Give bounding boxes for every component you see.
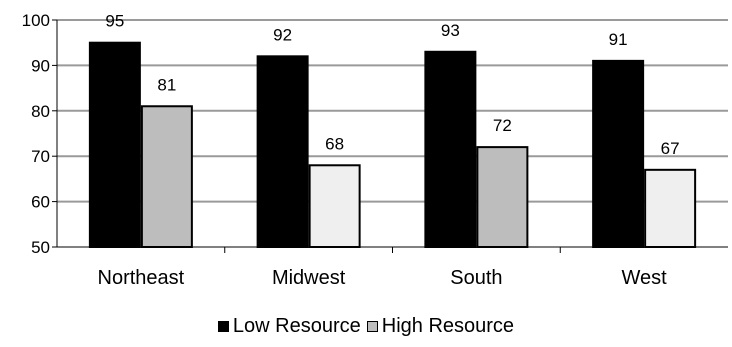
data-label-high-resource-south: 72 xyxy=(493,116,512,135)
bar-low-resource-west xyxy=(592,59,645,248)
data-label-high-resource-west: 67 xyxy=(661,139,680,158)
bar-high-resource-northeast xyxy=(140,105,193,249)
data-label-low-resource-northeast: 95 xyxy=(105,12,124,31)
legend-swatch-high-resource xyxy=(366,321,378,332)
bar-high-resource-south xyxy=(476,146,529,248)
y-tick-label-100: 100 xyxy=(22,11,50,30)
x-tick-label-west: West xyxy=(622,267,668,289)
data-label-low-resource-west: 91 xyxy=(609,30,628,49)
legend-label-high-resource: High Resource xyxy=(381,315,515,337)
legend-swatch-low-resource xyxy=(217,321,229,332)
axes xyxy=(52,19,728,253)
bar-high-resource-midwest xyxy=(308,164,361,248)
legend: Low Resource High Resource xyxy=(0,315,732,338)
y-tick-label-50: 50 xyxy=(31,238,50,257)
data-label-low-resource-midwest: 92 xyxy=(273,25,292,44)
data-label-high-resource-midwest: 68 xyxy=(325,134,344,153)
bar-high-resource-west xyxy=(644,168,697,249)
y-tick-label-90: 90 xyxy=(31,56,50,75)
labels: 50 60 70 80 90 100 95 81 Northeast 92 68 Midwest 93 7… xyxy=(22,11,680,289)
data-label-high-resource-northeast: 81 xyxy=(157,75,176,94)
bars xyxy=(88,41,697,249)
x-tick-label-midwest: Midwest xyxy=(272,267,346,289)
y-tick-label-60: 60 xyxy=(31,193,50,212)
x-tick-label-south: South xyxy=(450,267,502,289)
bar-chart: 50 60 70 80 90 100 95 81 Northeast 92 68 Midwest 93 7… xyxy=(22,11,728,289)
bar-low-resource-northeast xyxy=(88,41,141,249)
y-tick-label-80: 80 xyxy=(31,102,50,121)
x-tick-label-northeast: Northeast xyxy=(98,267,185,289)
data-label-low-resource-south: 93 xyxy=(441,21,460,40)
legend-label-low-resource: Low Resource xyxy=(232,315,361,337)
legend-item-high-resource: High Resource xyxy=(366,315,515,338)
bar-low-resource-midwest xyxy=(256,55,309,248)
y-tick-label-70: 70 xyxy=(31,147,50,166)
legend-item-low-resource: Low Resource xyxy=(217,315,361,338)
bar-low-resource-south xyxy=(424,50,477,248)
